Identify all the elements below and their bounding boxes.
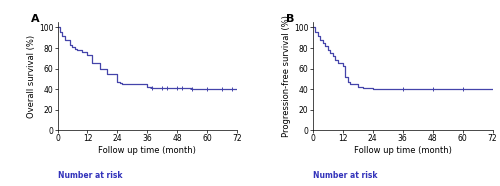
Y-axis label: Progression-free survival (%): Progression-free survival (%) (282, 15, 292, 137)
X-axis label: Follow up time (month): Follow up time (month) (354, 146, 452, 155)
Y-axis label: Overall survival (%): Overall survival (%) (27, 35, 36, 118)
Text: Number at risk: Number at risk (312, 171, 377, 180)
Text: A: A (30, 14, 39, 24)
Text: Number at risk: Number at risk (58, 171, 122, 180)
X-axis label: Follow up time (month): Follow up time (month) (98, 146, 196, 155)
Text: B: B (286, 14, 294, 24)
